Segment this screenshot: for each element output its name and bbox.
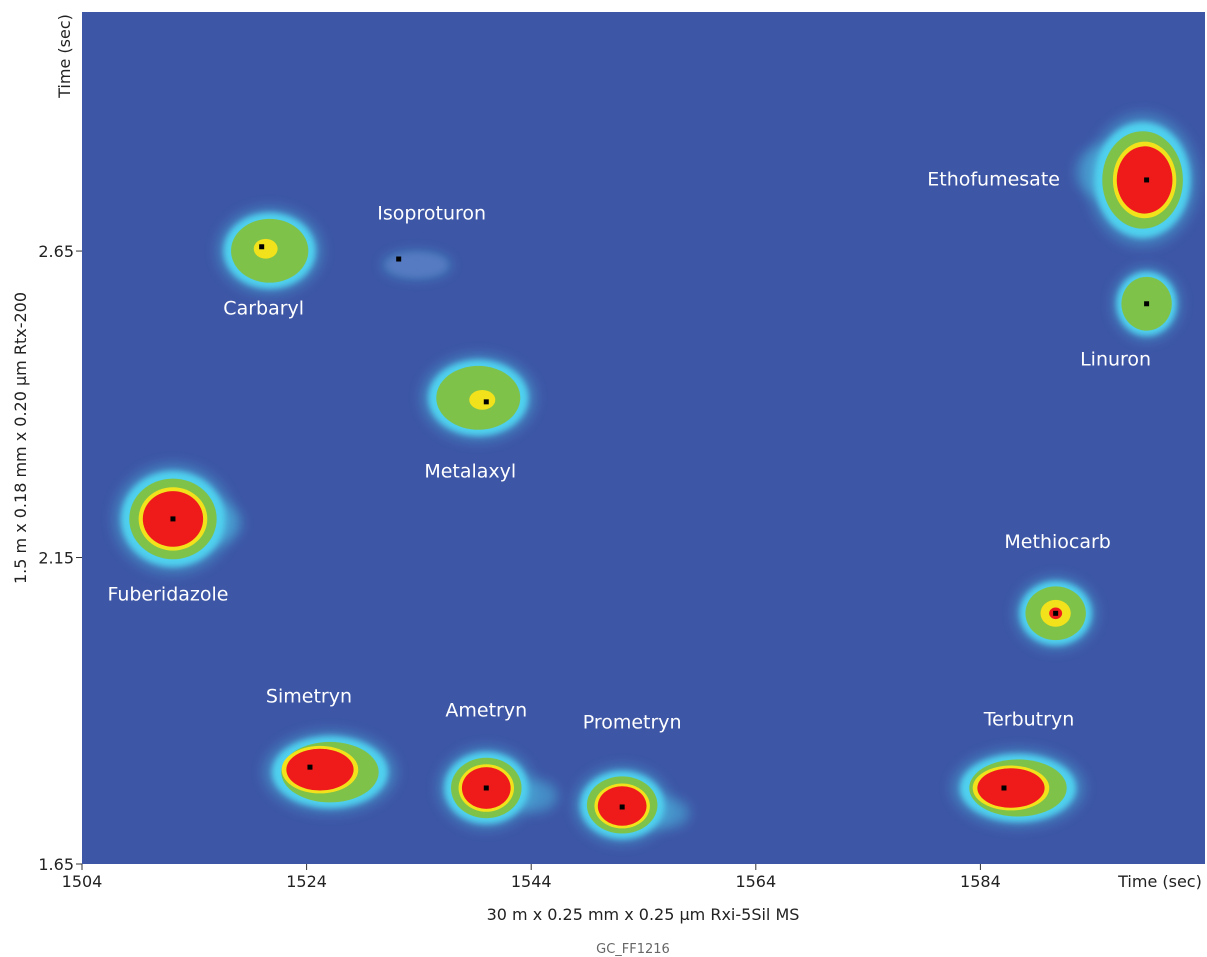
x-tick-label: 1544 [511, 872, 552, 891]
peak-label: Terbutryn [983, 708, 1075, 730]
peak-level-max [286, 749, 353, 791]
x-tick-label: 1584 [960, 872, 1001, 891]
peak-terbutryn [951, 749, 1084, 827]
peak-level-high [469, 390, 495, 410]
peak-apex-marker [1001, 785, 1006, 790]
peak-simetryn [263, 731, 396, 814]
peak-carbaryl [217, 207, 323, 294]
peak-apex-marker [1144, 301, 1149, 306]
peak-linuron [1112, 267, 1181, 341]
peak-label: Isoproturon [377, 203, 486, 225]
peak-apex-marker [1053, 611, 1058, 616]
x-axis-ticks: 1504 1524 1544 1564 1584 [62, 864, 1001, 891]
peak-apex-marker [307, 765, 312, 770]
peak-level-max [977, 768, 1044, 807]
peak-label: Simetryn [266, 686, 352, 708]
peak-label: Prometryn [583, 711, 682, 733]
peak-apex-marker [484, 399, 489, 404]
plot-background [82, 12, 1205, 864]
peak-apex-marker [1144, 177, 1149, 182]
peak-apex-marker [620, 804, 625, 809]
peak-apex-marker [484, 785, 489, 790]
figure-code: GC_FF1216 [596, 942, 670, 957]
y-tick-label: 2.65 [38, 242, 74, 261]
peak-metalaxyl [421, 354, 536, 441]
peak-methiocarb [1014, 577, 1097, 651]
x-axis-title: 30 m x 0.25 mm x 0.25 µm Rxi-5Sil MS [487, 905, 800, 924]
peak-level-high [254, 239, 278, 259]
peak-apex-marker [170, 516, 175, 521]
peak-isoproturon [382, 251, 451, 279]
y-tick-label: 1.65 [38, 855, 74, 874]
peak-label: Carbaryl [223, 297, 304, 319]
peak-label: Methiocarb [1004, 531, 1110, 553]
x-tick-label: 1564 [735, 872, 776, 891]
peak-label: Ametryn [445, 699, 527, 721]
x-axis-unit-label: Time (sec) [1117, 872, 1202, 891]
y-tick-label: 2.15 [38, 549, 74, 568]
x-tick-label: 1504 [62, 872, 103, 891]
peak-core [387, 253, 447, 277]
peak-label: Metalaxyl [424, 460, 516, 482]
peak-apex-marker [259, 244, 264, 249]
y-axis-title: 1.5 m x 0.18 mm x 0.20 µm Rtx-200 [11, 292, 30, 584]
y-axis-ticks: 1.65 2.15 2.65 [38, 242, 82, 874]
peak-label: Linuron [1080, 348, 1151, 370]
peak-label: Ethofumesate [927, 168, 1060, 190]
peak-apex-marker [396, 257, 401, 262]
x-tick-label: 1524 [286, 872, 327, 891]
y-axis-unit-label: Time (sec) [55, 14, 74, 99]
peak-label: Fuberidazole [107, 583, 228, 605]
